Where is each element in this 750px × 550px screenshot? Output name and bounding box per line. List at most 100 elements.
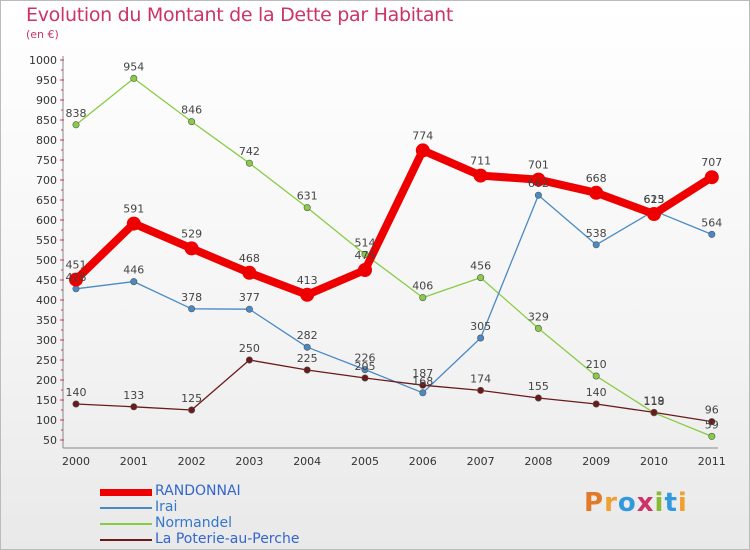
data-point	[361, 250, 369, 258]
y-tick-label: 900	[36, 94, 57, 107]
data-label: 329	[528, 310, 549, 323]
data-point	[477, 274, 485, 282]
legend-label: La Poterie-au-Perche	[155, 531, 300, 547]
data-label: 155	[528, 380, 549, 393]
y-tick-label: 50	[43, 434, 57, 447]
logo-letter: x	[636, 488, 655, 518]
legend-swatch	[100, 488, 152, 496]
y-tick-label: 550	[36, 234, 57, 247]
y-tick-label: 100	[36, 414, 57, 427]
series-points	[69, 74, 719, 440]
logo-letter: r	[604, 488, 618, 518]
logo-letter: i	[677, 488, 688, 518]
data-label: 59	[705, 418, 719, 431]
data-point	[300, 287, 315, 302]
data-label: 623	[644, 193, 665, 206]
y-tick-label: 1000	[29, 54, 57, 67]
x-tick-label: 2004	[293, 455, 321, 468]
x-tick-label: 2009	[582, 455, 610, 468]
data-point	[72, 400, 80, 408]
data-label: 140	[586, 386, 607, 399]
logo-letter: P	[584, 488, 605, 518]
data-point	[130, 74, 138, 82]
data-point	[708, 230, 716, 238]
logo-letter: o	[617, 488, 637, 518]
axes: 50 100 150 200 250 300 350 400 450 500 550 600 650 70…	[29, 54, 726, 468]
data-label: 707	[701, 156, 722, 169]
data-point	[415, 143, 430, 158]
data-label: 591	[123, 203, 144, 216]
data-point	[188, 305, 196, 313]
data-label: 377	[239, 291, 260, 304]
data-point	[589, 185, 604, 200]
data-point	[303, 366, 311, 374]
data-point	[647, 207, 661, 221]
data-point	[303, 204, 311, 212]
data-label: 564	[701, 216, 722, 229]
data-label: 456	[470, 260, 491, 273]
data-point	[303, 343, 311, 351]
x-tick-label: 2000	[62, 455, 90, 468]
data-point	[184, 241, 199, 256]
data-label: 954	[123, 60, 144, 73]
data-label: 475	[355, 249, 376, 262]
data-label: 210	[586, 358, 607, 371]
data-point	[477, 386, 485, 394]
y-tick-label: 600	[36, 214, 57, 227]
legend-label: RANDONNAI	[155, 483, 241, 499]
chart-subtitle: (en €)	[26, 28, 59, 41]
data-point	[361, 366, 369, 374]
y-tick-label: 450	[36, 274, 57, 287]
data-label: 662	[528, 177, 549, 190]
data-label: 514	[355, 236, 376, 249]
x-tick-label: 2007	[467, 455, 495, 468]
legend-swatch	[100, 539, 152, 541]
data-label: 187	[412, 367, 433, 380]
legend-swatch	[100, 507, 152, 509]
data-label: 226	[355, 352, 376, 365]
data-label: 133	[123, 389, 144, 402]
data-point	[188, 118, 196, 126]
data-point	[704, 170, 719, 185]
data-point	[477, 334, 485, 342]
data-point	[419, 381, 427, 389]
data-label: 701	[528, 159, 549, 172]
x-tick-label: 2006	[409, 455, 437, 468]
data-point	[245, 305, 253, 313]
legend-swatch	[100, 523, 152, 525]
data-point	[708, 432, 716, 440]
data-point	[592, 241, 600, 249]
data-label: 451	[66, 259, 87, 272]
x-tick-label: 2001	[120, 455, 148, 468]
data-label: 615	[644, 193, 665, 206]
data-label: 305	[470, 320, 491, 333]
logo-letter: i	[654, 488, 665, 518]
y-tick-label: 500	[36, 254, 57, 267]
data-point	[130, 278, 138, 286]
proxiti-logo: Proxiti	[584, 488, 688, 518]
logo-letter: t	[664, 488, 678, 518]
data-label: 406	[412, 280, 433, 293]
data-label: 846	[181, 104, 202, 117]
data-point	[69, 272, 83, 287]
y-tick-label: 300	[36, 334, 57, 347]
data-label: 96	[705, 404, 719, 417]
y-tick-label: 800	[36, 134, 57, 147]
data-point	[473, 168, 488, 183]
x-tick-label: 2011	[698, 455, 726, 468]
series-line-randonnai	[72, 146, 716, 299]
y-tick-label: 650	[36, 194, 57, 207]
data-label: 378	[181, 291, 202, 304]
data-label: 413	[297, 274, 318, 287]
data-point	[72, 121, 80, 129]
data-label: 631	[297, 190, 318, 203]
series-line-normandel	[75, 77, 713, 438]
data-label: 250	[239, 342, 260, 355]
data-label: 119	[644, 394, 665, 407]
data-point	[361, 374, 369, 382]
data-label: 742	[239, 145, 260, 158]
x-tick-label: 2003	[235, 455, 263, 468]
data-point	[130, 403, 138, 411]
